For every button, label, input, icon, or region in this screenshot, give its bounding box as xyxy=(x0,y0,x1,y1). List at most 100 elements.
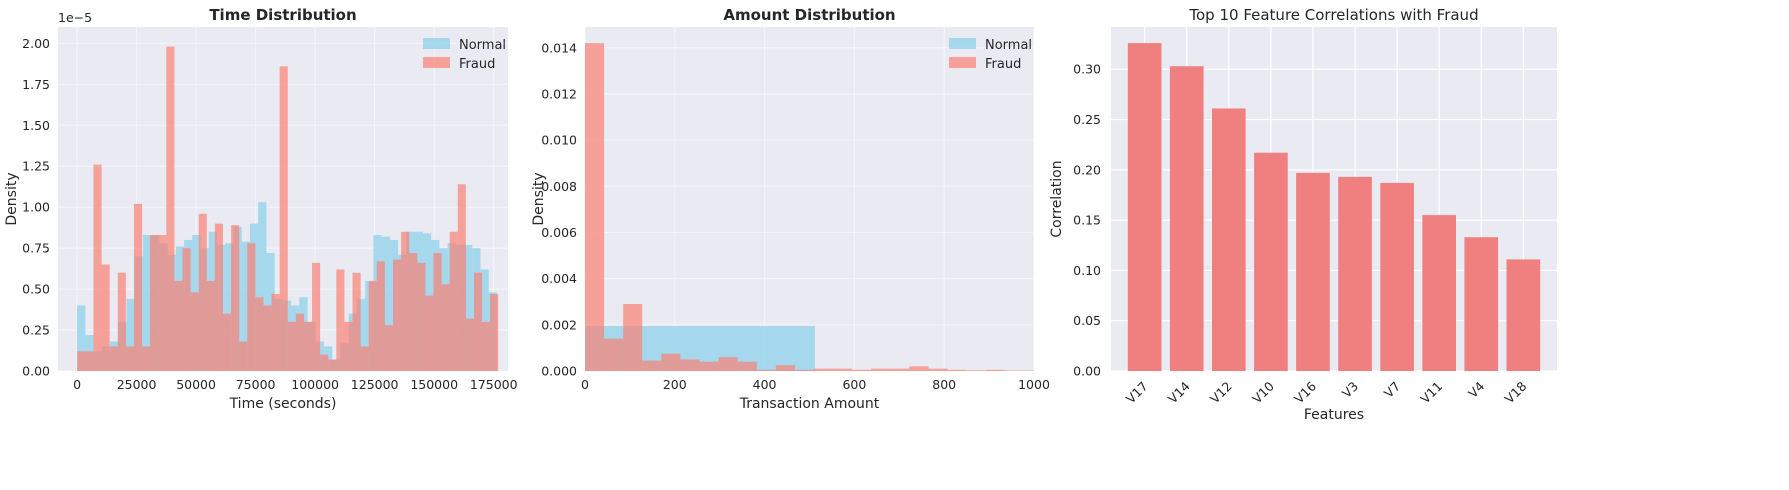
bar-v4 xyxy=(1464,237,1499,371)
histogram-bar-normal xyxy=(381,236,390,371)
bar-v3 xyxy=(1338,176,1372,371)
x-tick-label: 0 xyxy=(73,377,81,392)
y-tick-label: 0.00 xyxy=(22,364,50,379)
histogram-bar-normal xyxy=(480,269,489,371)
y-tick-label: 0.50 xyxy=(22,282,50,297)
y-tick-label: 0.008 xyxy=(541,179,577,194)
legend-label: Fraud xyxy=(459,57,495,72)
histogram-bar-fraud xyxy=(794,369,814,371)
histogram-bar-normal xyxy=(225,243,234,371)
chart-panel-1: 0 25000 50000 75000 100000 125000 150000 175000… xyxy=(4,6,518,412)
x-tick-label: 125000 xyxy=(351,377,399,392)
histogram-bar-fraud xyxy=(737,361,757,371)
histogram-bar-fraud xyxy=(231,225,240,371)
x-axis-label: Features xyxy=(1304,407,1364,423)
x-tick-label: 75000 xyxy=(236,377,276,392)
x-tick-label: V14 xyxy=(1165,378,1193,406)
histogram-bar-fraud xyxy=(890,368,910,371)
bar-v16 xyxy=(1296,172,1330,371)
x-tick-label: V10 xyxy=(1249,378,1277,406)
histogram-bar-fraud xyxy=(158,235,167,371)
chart-panel-3: V17 V14 V12 V10 V16 V3 V7 V11 V4 V18 0.00 0.05 0.10 0… xyxy=(1049,6,1557,423)
histogram-bar-normal xyxy=(258,202,267,371)
x-axis-label: Transaction Amount xyxy=(739,396,880,412)
y-axis-label: Density xyxy=(531,172,547,225)
histogram-bar-fraud xyxy=(775,365,795,371)
histogram-bar-fraud xyxy=(174,280,183,371)
y-tick-label: 0.10 xyxy=(1073,263,1101,278)
histogram-bar-fraud xyxy=(344,321,353,371)
y-tick-label: 0.25 xyxy=(1073,112,1101,127)
histogram-bar-fraud xyxy=(433,253,442,371)
histogram-bar-fraud xyxy=(441,284,450,371)
histogram-bar-fraud xyxy=(409,253,418,371)
x-tick-label: V17 xyxy=(1123,379,1151,407)
bar-v14 xyxy=(1169,66,1204,371)
y-tick-label: 0.25 xyxy=(22,323,50,338)
histogram-bar-fraud xyxy=(465,318,474,371)
histogram-bar-fraud xyxy=(182,248,191,371)
legend-label: Fraud xyxy=(985,57,1021,72)
x-tick-label: 200 xyxy=(663,377,687,392)
x-tick-label: 100000 xyxy=(291,377,339,392)
histogram-bar-fraud xyxy=(198,213,207,371)
histogram-bar-fraud xyxy=(287,321,296,371)
y-axis-label: Density xyxy=(4,172,20,225)
legend-swatch-fraud xyxy=(949,57,976,68)
y-tick-label: 0.004 xyxy=(541,271,577,286)
histogram-bar-normal xyxy=(356,298,366,371)
y-tick-label: 1.25 xyxy=(22,159,50,174)
histogram-bar-fraud xyxy=(93,164,102,371)
y-tick-label: 1.00 xyxy=(22,200,50,215)
x-tick-label: 0 xyxy=(581,377,589,392)
y-tick-label: 0.010 xyxy=(541,133,577,148)
histogram-bar-fraud xyxy=(109,346,118,371)
x-tick-label: V3 xyxy=(1339,379,1361,401)
histogram-bar-fraud xyxy=(352,272,361,371)
histogram-bar-fraud xyxy=(966,370,986,371)
x-tick-label: 175000 xyxy=(470,377,518,392)
histogram-bar-fraud xyxy=(312,262,321,371)
histogram-bar-fraud xyxy=(279,66,288,372)
x-tick-label: 800 xyxy=(932,377,956,392)
chart-title: Amount Distribution xyxy=(723,6,895,24)
histogram-bar-fraud xyxy=(417,262,426,371)
x-tick-label: 1000 xyxy=(1018,377,1050,392)
histogram-bar-fraud xyxy=(125,346,134,371)
y-tick-label: 0.002 xyxy=(541,317,577,332)
y-axis-label: Correlation xyxy=(1049,160,1065,237)
x-tick-label: V7 xyxy=(1381,379,1403,401)
x-tick-label: V18 xyxy=(1502,378,1530,406)
histogram-bar-fraud xyxy=(214,223,223,371)
histogram-bar-fraud xyxy=(133,203,143,371)
histogram-bar-fraud xyxy=(271,294,280,371)
legend: Normal Fraud xyxy=(423,38,506,72)
histogram-bar-fraud xyxy=(206,280,215,371)
y-tick-label: 0.15 xyxy=(1073,213,1101,228)
histogram-bar-normal xyxy=(126,298,135,371)
histogram-bar-fraud xyxy=(947,369,967,371)
chart-title: Top 10 Feature Correlations with Fraud xyxy=(1188,6,1478,24)
plot-area xyxy=(585,27,1034,371)
histogram-bar-fraud xyxy=(384,325,393,371)
histogram-bar-normal xyxy=(142,235,152,371)
y-tick-label: 2.00 xyxy=(22,36,50,51)
histogram-bar-normal xyxy=(464,244,473,371)
histogram-bar-fraud xyxy=(393,259,402,371)
histogram-bar-fraud xyxy=(813,368,834,371)
histogram-bar-fraud xyxy=(368,280,377,371)
x-tick-label: 600 xyxy=(842,377,866,392)
histogram-bar-fraud xyxy=(718,357,738,371)
legend-label: Normal xyxy=(459,38,506,53)
x-tick-label: 25000 xyxy=(117,377,157,392)
histogram-bar-fraud xyxy=(871,368,891,371)
histogram-bar-fraud xyxy=(320,354,329,371)
histogram-bar-fraud xyxy=(623,304,643,371)
histogram-bar-normal xyxy=(241,241,250,371)
bar-v7 xyxy=(1380,182,1414,371)
x-axis-label: Time (seconds) xyxy=(229,396,337,412)
legend-swatch-fraud xyxy=(423,57,450,68)
histogram-bar-fraud xyxy=(985,369,1005,371)
x-tick-label: 50000 xyxy=(176,377,216,392)
histogram-bar-fraud xyxy=(401,231,410,371)
